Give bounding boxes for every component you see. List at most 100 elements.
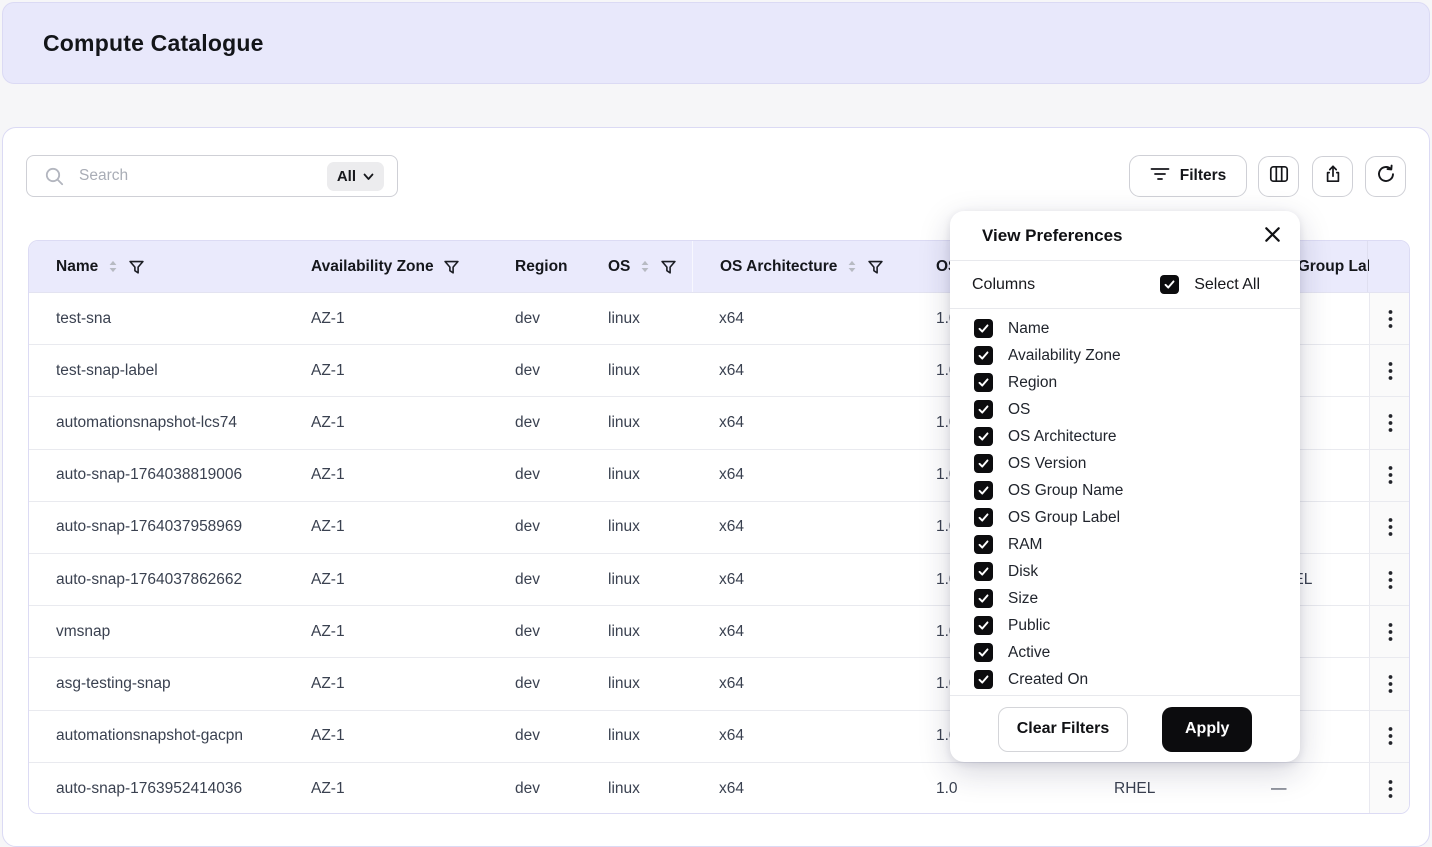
kebab-menu-icon[interactable] xyxy=(1384,566,1397,594)
row-actions-cell xyxy=(1369,554,1410,605)
column-option[interactable]: OS Group Label xyxy=(974,504,1300,531)
select-all-control[interactable]: Select All xyxy=(1160,275,1260,294)
column-checkbox[interactable] xyxy=(974,373,993,392)
select-all-label: Select All xyxy=(1194,276,1260,294)
cell-region: dev xyxy=(488,606,581,657)
column-option[interactable]: Name xyxy=(974,315,1300,342)
column-options-list: Name Availability Zone Region OS xyxy=(950,309,1300,695)
cell-os-architecture: x64 xyxy=(692,345,909,396)
table-header-cell[interactable]: OS xyxy=(581,241,692,292)
table-header-cell[interactable]: OS Architecture xyxy=(692,241,909,292)
column-checkbox[interactable] xyxy=(974,427,993,446)
column-option[interactable]: OS xyxy=(974,396,1300,423)
column-option[interactable]: OS Group Name xyxy=(974,477,1300,504)
cell-availability-zone: AZ-1 xyxy=(284,397,488,448)
column-option[interactable]: Disk xyxy=(974,558,1300,585)
cell-region: dev xyxy=(488,711,581,762)
filter-lines-icon xyxy=(1150,166,1170,187)
cell-availability-zone: AZ-1 xyxy=(284,606,488,657)
search-icon xyxy=(44,166,65,187)
column-option-label: OS Architecture xyxy=(1008,428,1117,446)
popup-footer: Clear Filters Apply xyxy=(950,695,1300,762)
cell-region: dev xyxy=(488,763,581,814)
column-checkbox[interactable] xyxy=(974,616,993,635)
kebab-menu-icon[interactable] xyxy=(1384,357,1397,385)
kebab-menu-icon[interactable] xyxy=(1384,409,1397,437)
column-option[interactable]: RAM xyxy=(974,531,1300,558)
columns-section-row: Columns Select All xyxy=(950,261,1300,309)
column-checkbox[interactable] xyxy=(974,508,993,527)
kebab-menu-icon[interactable] xyxy=(1384,513,1397,541)
kebab-menu-icon[interactable] xyxy=(1384,618,1397,646)
column-checkbox[interactable] xyxy=(974,670,993,689)
close-button[interactable] xyxy=(1258,222,1286,250)
column-option[interactable]: Availability Zone xyxy=(974,342,1300,369)
sort-icon[interactable] xyxy=(639,259,651,274)
column-option[interactable]: Created On xyxy=(974,666,1300,693)
cell-os: linux xyxy=(581,502,692,553)
cell-region: dev xyxy=(488,293,581,344)
column-option[interactable]: OS Architecture xyxy=(974,423,1300,450)
cell-availability-zone: AZ-1 xyxy=(284,711,488,762)
column-checkbox[interactable] xyxy=(974,643,993,662)
cell-name: auto-snap-1764037862662 xyxy=(29,554,284,605)
column-checkbox[interactable] xyxy=(974,481,993,500)
cell-availability-zone: AZ-1 xyxy=(284,763,488,814)
filter-funnel-icon[interactable] xyxy=(443,259,460,275)
column-option-label: OS Group Name xyxy=(1008,482,1123,500)
search-input[interactable] xyxy=(79,167,327,185)
filter-funnel-icon[interactable] xyxy=(128,259,145,275)
column-checkbox[interactable] xyxy=(974,346,993,365)
column-option[interactable]: Region xyxy=(974,369,1300,396)
search-scope-dropdown[interactable]: All xyxy=(327,162,384,191)
column-settings-button[interactable] xyxy=(1258,156,1299,197)
cell-region: dev xyxy=(488,554,581,605)
sort-icon[interactable] xyxy=(846,259,858,274)
kebab-menu-icon[interactable] xyxy=(1384,305,1397,333)
table-header-cell[interactable]: Availability Zone xyxy=(284,241,488,292)
column-option[interactable]: OS Version xyxy=(974,450,1300,477)
cell-name: asg-testing-snap xyxy=(29,658,284,709)
filters-button[interactable]: Filters xyxy=(1129,155,1247,197)
filter-funnel-icon[interactable] xyxy=(660,259,677,275)
export-icon xyxy=(1323,164,1343,189)
cell-availability-zone: AZ-1 xyxy=(284,293,488,344)
cell-os: linux xyxy=(581,397,692,448)
table-header-cell[interactable]: Region xyxy=(488,241,581,292)
export-button[interactable] xyxy=(1312,156,1353,197)
column-checkbox[interactable] xyxy=(974,319,993,338)
column-option[interactable]: Active xyxy=(974,639,1300,666)
column-option[interactable]: Size xyxy=(974,585,1300,612)
column-label: Name xyxy=(56,258,98,276)
column-option-label: OS Group Label xyxy=(1008,509,1120,527)
table-header-cell[interactable]: Name xyxy=(29,241,284,292)
kebab-menu-icon[interactable] xyxy=(1384,722,1397,750)
filter-funnel-icon[interactable] xyxy=(867,259,884,275)
cell-os-architecture: x64 xyxy=(692,293,909,344)
column-checkbox[interactable] xyxy=(974,589,993,608)
column-checkbox[interactable] xyxy=(974,562,993,581)
row-actions-cell xyxy=(1369,502,1410,553)
apply-button[interactable]: Apply xyxy=(1162,707,1252,752)
filters-button-label: Filters xyxy=(1180,167,1227,185)
cell-os: linux xyxy=(581,345,692,396)
column-checkbox[interactable] xyxy=(974,454,993,473)
row-actions-cell xyxy=(1369,658,1410,709)
column-checkbox[interactable] xyxy=(974,535,993,554)
row-actions-cell xyxy=(1369,606,1410,657)
kebab-menu-icon[interactable] xyxy=(1384,461,1397,489)
column-option[interactable]: Public xyxy=(974,612,1300,639)
sort-icon[interactable] xyxy=(107,259,119,274)
cell-os-architecture: x64 xyxy=(692,502,909,553)
cell-os-architecture: x64 xyxy=(692,711,909,762)
column-option-label: Active xyxy=(1008,644,1050,662)
kebab-menu-icon[interactable] xyxy=(1384,670,1397,698)
clear-filters-button[interactable]: Clear Filters xyxy=(998,707,1128,752)
refresh-button[interactable] xyxy=(1365,156,1406,197)
cell-name: auto-snap-1763952414036 xyxy=(29,763,284,814)
select-all-checkbox[interactable] xyxy=(1160,275,1179,294)
popup-header: View Preferences xyxy=(950,211,1300,261)
kebab-menu-icon[interactable] xyxy=(1384,775,1397,803)
column-checkbox[interactable] xyxy=(974,400,993,419)
search-box[interactable]: All xyxy=(26,155,398,197)
